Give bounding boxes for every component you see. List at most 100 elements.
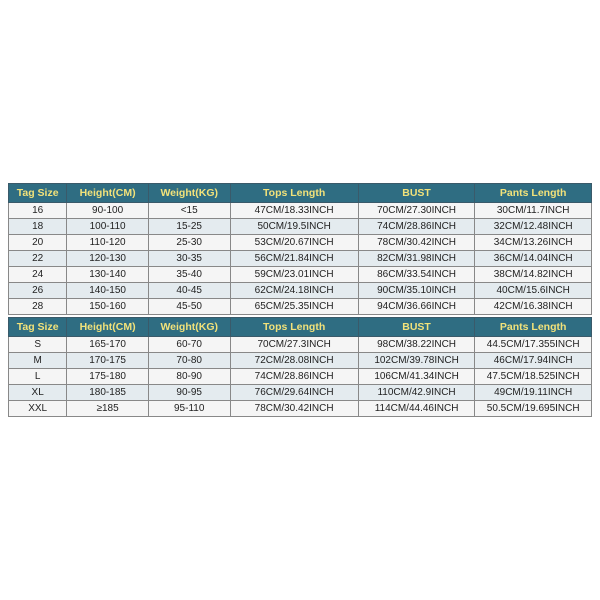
table-cell: 78CM/30.42INCH (358, 235, 475, 251)
table-cell: 20 (9, 235, 67, 251)
col-height: Height(CM) (67, 318, 149, 337)
table-cell: 42CM/16.38INCH (475, 299, 592, 315)
table-cell: XL (9, 385, 67, 401)
table-cell: 34CM/13.26INCH (475, 235, 592, 251)
table-cell: M (9, 353, 67, 369)
col-tag-size: Tag Size (9, 318, 67, 337)
table-cell: 76CM/29.64INCH (230, 385, 358, 401)
table-cell: 110CM/42.9INCH (358, 385, 475, 401)
size-table-kids: Tag Size Height(CM) Weight(KG) Tops Leng… (8, 183, 592, 315)
table-cell: 36CM/14.04INCH (475, 251, 592, 267)
table-cell: L (9, 369, 67, 385)
table-row: 20110-12025-3053CM/20.67INCH78CM/30.42IN… (9, 235, 592, 251)
col-tops-length: Tops Length (230, 318, 358, 337)
table-cell: 90-95 (148, 385, 230, 401)
table-cell: 72CM/28.08INCH (230, 353, 358, 369)
size-table-adults: Tag Size Height(CM) Weight(KG) Tops Leng… (8, 317, 592, 417)
col-weight: Weight(KG) (148, 184, 230, 203)
table-row: S165-17060-7070CM/27.3INCH98CM/38.22INCH… (9, 337, 592, 353)
table-cell: 100-110 (67, 219, 149, 235)
table-header: Tag Size Height(CM) Weight(KG) Tops Leng… (9, 318, 592, 337)
table-row: XXL≥18595-11078CM/30.42INCH114CM/44.46IN… (9, 401, 592, 417)
col-tops-length: Tops Length (230, 184, 358, 203)
table-row: L175-18080-9074CM/28.86INCH106CM/41.34IN… (9, 369, 592, 385)
table-header: Tag Size Height(CM) Weight(KG) Tops Leng… (9, 184, 592, 203)
table-cell: 110-120 (67, 235, 149, 251)
table-cell: 150-160 (67, 299, 149, 315)
table-row: 26140-15040-4562CM/24.18INCH90CM/35.10IN… (9, 283, 592, 299)
table-cell: 50.5CM/19.695INCH (475, 401, 592, 417)
table-row: 22120-13030-3556CM/21.84INCH82CM/31.98IN… (9, 251, 592, 267)
table-cell: 22 (9, 251, 67, 267)
table-row: 18100-11015-2550CM/19.5INCH74CM/28.86INC… (9, 219, 592, 235)
table-body-kids: 1690-100<1547CM/18.33INCH70CM/27.30INCH3… (9, 203, 592, 315)
table-cell: 30-35 (148, 251, 230, 267)
table-row: 28150-16045-5065CM/25.35INCH94CM/36.66IN… (9, 299, 592, 315)
table-cell: 59CM/23.01INCH (230, 267, 358, 283)
table-cell: 24 (9, 267, 67, 283)
table-cell: 50CM/19.5INCH (230, 219, 358, 235)
table-cell: 45-50 (148, 299, 230, 315)
table-cell: 30CM/11.7INCH (475, 203, 592, 219)
table-cell: ≥185 (67, 401, 149, 417)
table-cell: 98CM/38.22INCH (358, 337, 475, 353)
table-cell: <15 (148, 203, 230, 219)
table-cell: 25-30 (148, 235, 230, 251)
table-row: M170-17570-8072CM/28.08INCH102CM/39.78IN… (9, 353, 592, 369)
table-cell: 86CM/33.54INCH (358, 267, 475, 283)
table-cell: 120-130 (67, 251, 149, 267)
table-cell: 65CM/25.35INCH (230, 299, 358, 315)
table-cell: 70-80 (148, 353, 230, 369)
table-cell: 170-175 (67, 353, 149, 369)
table-cell: 44.5CM/17.355INCH (475, 337, 592, 353)
table-cell: XXL (9, 401, 67, 417)
col-height: Height(CM) (67, 184, 149, 203)
size-tables-container: Tag Size Height(CM) Weight(KG) Tops Leng… (8, 183, 592, 417)
col-tag-size: Tag Size (9, 184, 67, 203)
table-cell: 180-185 (67, 385, 149, 401)
table-cell: 53CM/20.67INCH (230, 235, 358, 251)
table-cell: 74CM/28.86INCH (358, 219, 475, 235)
table-cell: 56CM/21.84INCH (230, 251, 358, 267)
table-cell: 15-25 (148, 219, 230, 235)
table-cell: 74CM/28.86INCH (230, 369, 358, 385)
table-cell: 35-40 (148, 267, 230, 283)
table-cell: 90-100 (67, 203, 149, 219)
table-cell: 47.5CM/18.525INCH (475, 369, 592, 385)
table-cell: 62CM/24.18INCH (230, 283, 358, 299)
table-cell: 70CM/27.30INCH (358, 203, 475, 219)
col-pants-length: Pants Length (475, 184, 592, 203)
table-cell: 90CM/35.10INCH (358, 283, 475, 299)
table-cell: 114CM/44.46INCH (358, 401, 475, 417)
col-pants-length: Pants Length (475, 318, 592, 337)
table-cell: 28 (9, 299, 67, 315)
table-cell: 106CM/41.34INCH (358, 369, 475, 385)
table-cell: 78CM/30.42INCH (230, 401, 358, 417)
table-cell: 47CM/18.33INCH (230, 203, 358, 219)
table-cell: 26 (9, 283, 67, 299)
table-cell: 60-70 (148, 337, 230, 353)
table-cell: 70CM/27.3INCH (230, 337, 358, 353)
table-cell: 32CM/12.48INCH (475, 219, 592, 235)
table-cell: 82CM/31.98INCH (358, 251, 475, 267)
table-row: XL180-18590-9576CM/29.64INCH110CM/42.9IN… (9, 385, 592, 401)
table-row: 1690-100<1547CM/18.33INCH70CM/27.30INCH3… (9, 203, 592, 219)
col-weight: Weight(KG) (148, 318, 230, 337)
table-row: 24130-14035-4059CM/23.01INCH86CM/33.54IN… (9, 267, 592, 283)
col-bust: BUST (358, 184, 475, 203)
table-cell: 40CM/15.6INCH (475, 283, 592, 299)
table-cell: 175-180 (67, 369, 149, 385)
table-cell: 130-140 (67, 267, 149, 283)
table-cell: S (9, 337, 67, 353)
table-cell: 40-45 (148, 283, 230, 299)
table-cell: 102CM/39.78INCH (358, 353, 475, 369)
table-body-adults: S165-17060-7070CM/27.3INCH98CM/38.22INCH… (9, 337, 592, 417)
table-cell: 95-110 (148, 401, 230, 417)
col-bust: BUST (358, 318, 475, 337)
table-cell: 80-90 (148, 369, 230, 385)
table-cell: 38CM/14.82INCH (475, 267, 592, 283)
table-cell: 18 (9, 219, 67, 235)
table-cell: 46CM/17.94INCH (475, 353, 592, 369)
table-cell: 165-170 (67, 337, 149, 353)
table-cell: 94CM/36.66INCH (358, 299, 475, 315)
